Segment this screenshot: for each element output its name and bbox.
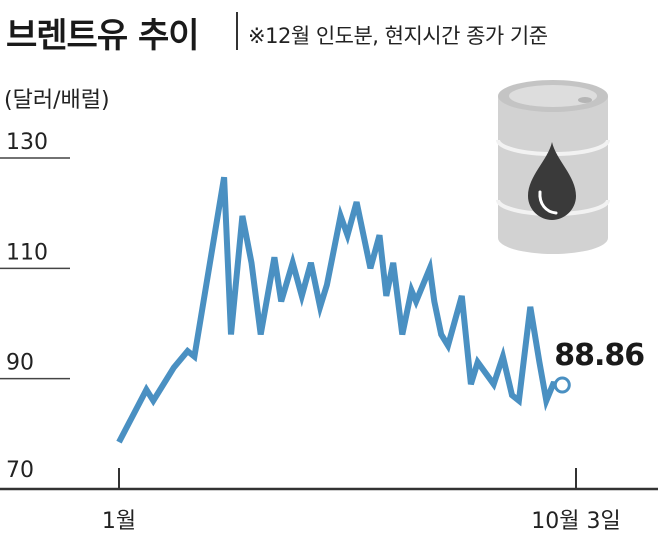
title-divider [236,12,238,50]
data-point [459,293,465,299]
data-point [308,260,314,266]
oil-barrel-icon [496,80,610,254]
y-axis-unit-label: (달러/배럴) [4,88,110,113]
data-point [427,265,433,271]
x-tick-label: 1월 [102,509,136,534]
data-point [150,398,156,404]
data-point [354,199,360,205]
data-point [516,398,522,404]
data-point [290,260,296,266]
data-point [500,354,506,360]
y-tick-label: 130 [6,130,48,155]
last-value-marker [553,376,571,394]
data-point [249,260,255,266]
data-point [468,381,474,387]
data-point [383,293,389,299]
data-point [399,332,405,338]
data-point [491,381,497,387]
data-point [338,213,344,219]
data-point [390,260,396,266]
data-point [221,174,227,180]
data-point [324,282,330,288]
chart-header: 브렌트유 추이 ※12월 인도분, 현지시간 종가 기준 [0,0,658,70]
chart-title: 브렌트유 추이 [6,16,200,56]
data-point [317,304,323,310]
data-point [345,232,351,238]
data-point [116,439,122,445]
chart-subtitle: ※12월 인도분, 현지시간 종가 기준 [248,24,548,48]
data-point [509,392,515,398]
data-point [431,298,437,304]
data-point [527,304,533,310]
data-point [271,254,277,260]
data-point [367,265,373,271]
data-point [185,348,191,354]
data-point [445,343,451,349]
data-point [475,359,481,365]
y-tick-label: 90 [6,351,34,376]
data-point [536,359,542,365]
data-point [143,387,149,393]
price-line [116,176,563,444]
data-point [258,332,264,338]
data-point [191,354,197,360]
data-point [278,298,284,304]
data-point [239,213,245,219]
data-point [228,332,234,338]
data-point [376,232,382,238]
data-point [438,332,444,338]
data-point [299,293,305,299]
y-tick-label: 110 [6,240,48,265]
data-point [408,287,414,293]
y-tick-label: 70 [6,458,34,483]
data-point [413,298,419,304]
last-value-label: 88.86 [554,338,644,373]
data-point [543,398,549,404]
x-tick-label: 10월 3일 [531,509,620,534]
data-point [171,365,177,371]
